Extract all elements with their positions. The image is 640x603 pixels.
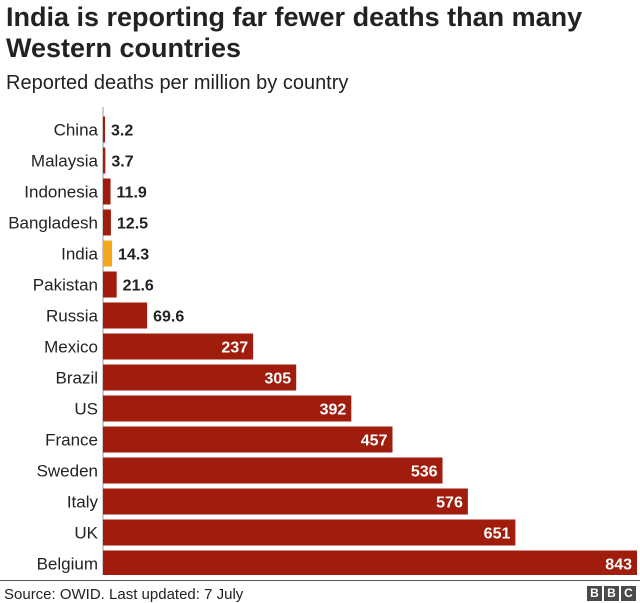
value-label-brazil: 305 [264, 371, 291, 388]
bar-us [103, 395, 352, 422]
chart-title: India is reporting far fewer deaths than… [6, 2, 583, 63]
bar-chart: China 3.2 Malaysia 3.7 Indonesia 11.9 Banglade… [8, 107, 637, 575]
value-label-us: 392 [320, 402, 347, 419]
logo-letter-b1: B [587, 586, 602, 601]
category-label-us: US [74, 400, 98, 419]
bar-belgium [103, 550, 637, 575]
category-label-pakistan: Pakistan [33, 276, 98, 295]
category-label-sweden: Sweden [37, 462, 98, 481]
value-label-mexico: 237 [221, 340, 248, 357]
bar-brazil [103, 364, 297, 391]
footer-divider [0, 580, 640, 581]
category-label-brazil: Brazil [55, 369, 98, 388]
category-label-india: India [61, 245, 98, 264]
category-label-belgium: Belgium [37, 555, 98, 574]
bar-italy [103, 488, 468, 515]
category-label-russia: Russia [46, 307, 99, 326]
value-label-indonesia: 11.9 [117, 185, 147, 202]
value-label-france: 457 [361, 433, 388, 450]
logo-letter-c: C [621, 586, 636, 601]
bar-bangladesh [103, 209, 111, 236]
bbc-logo: B B C [587, 586, 636, 601]
value-label-uk: 651 [484, 526, 511, 543]
category-label-china: China [54, 121, 99, 140]
value-label-sweden: 536 [411, 464, 438, 481]
category-label-mexico: Mexico [44, 338, 98, 357]
bar-pakistan [103, 271, 117, 298]
bar-russia [103, 302, 148, 329]
chart-subtitle: Reported deaths per million by country [6, 72, 349, 94]
bar-sweden [103, 457, 443, 484]
category-label-france: France [45, 431, 98, 450]
source-note: Source: OWID. Last updated: 7 July [4, 586, 244, 603]
category-label-uk: UK [74, 524, 98, 543]
bar-india [103, 240, 113, 267]
value-label-pakistan: 21.6 [123, 278, 154, 295]
value-label-bangladesh: 12.5 [117, 216, 148, 233]
value-label-malaysia: 3.7 [111, 154, 133, 171]
bar-malaysia [103, 147, 106, 174]
value-label-italy: 576 [436, 495, 463, 512]
bar-indonesia [103, 178, 111, 205]
value-label-india: 14.3 [118, 247, 149, 264]
category-label-bangladesh: Bangladesh [8, 214, 98, 233]
category-label-indonesia: Indonesia [24, 183, 98, 202]
category-label-malaysia: Malaysia [31, 152, 99, 171]
category-label-italy: Italy [67, 493, 99, 512]
value-label-russia: 69.6 [153, 309, 184, 326]
bar-mexico [103, 333, 254, 360]
value-label-china: 3.2 [111, 123, 133, 140]
bar-china [103, 116, 106, 143]
logo-letter-b2: B [604, 586, 619, 601]
bar-uk [103, 519, 516, 546]
bar-france [103, 426, 393, 453]
value-label-belgium: 843 [605, 557, 632, 574]
